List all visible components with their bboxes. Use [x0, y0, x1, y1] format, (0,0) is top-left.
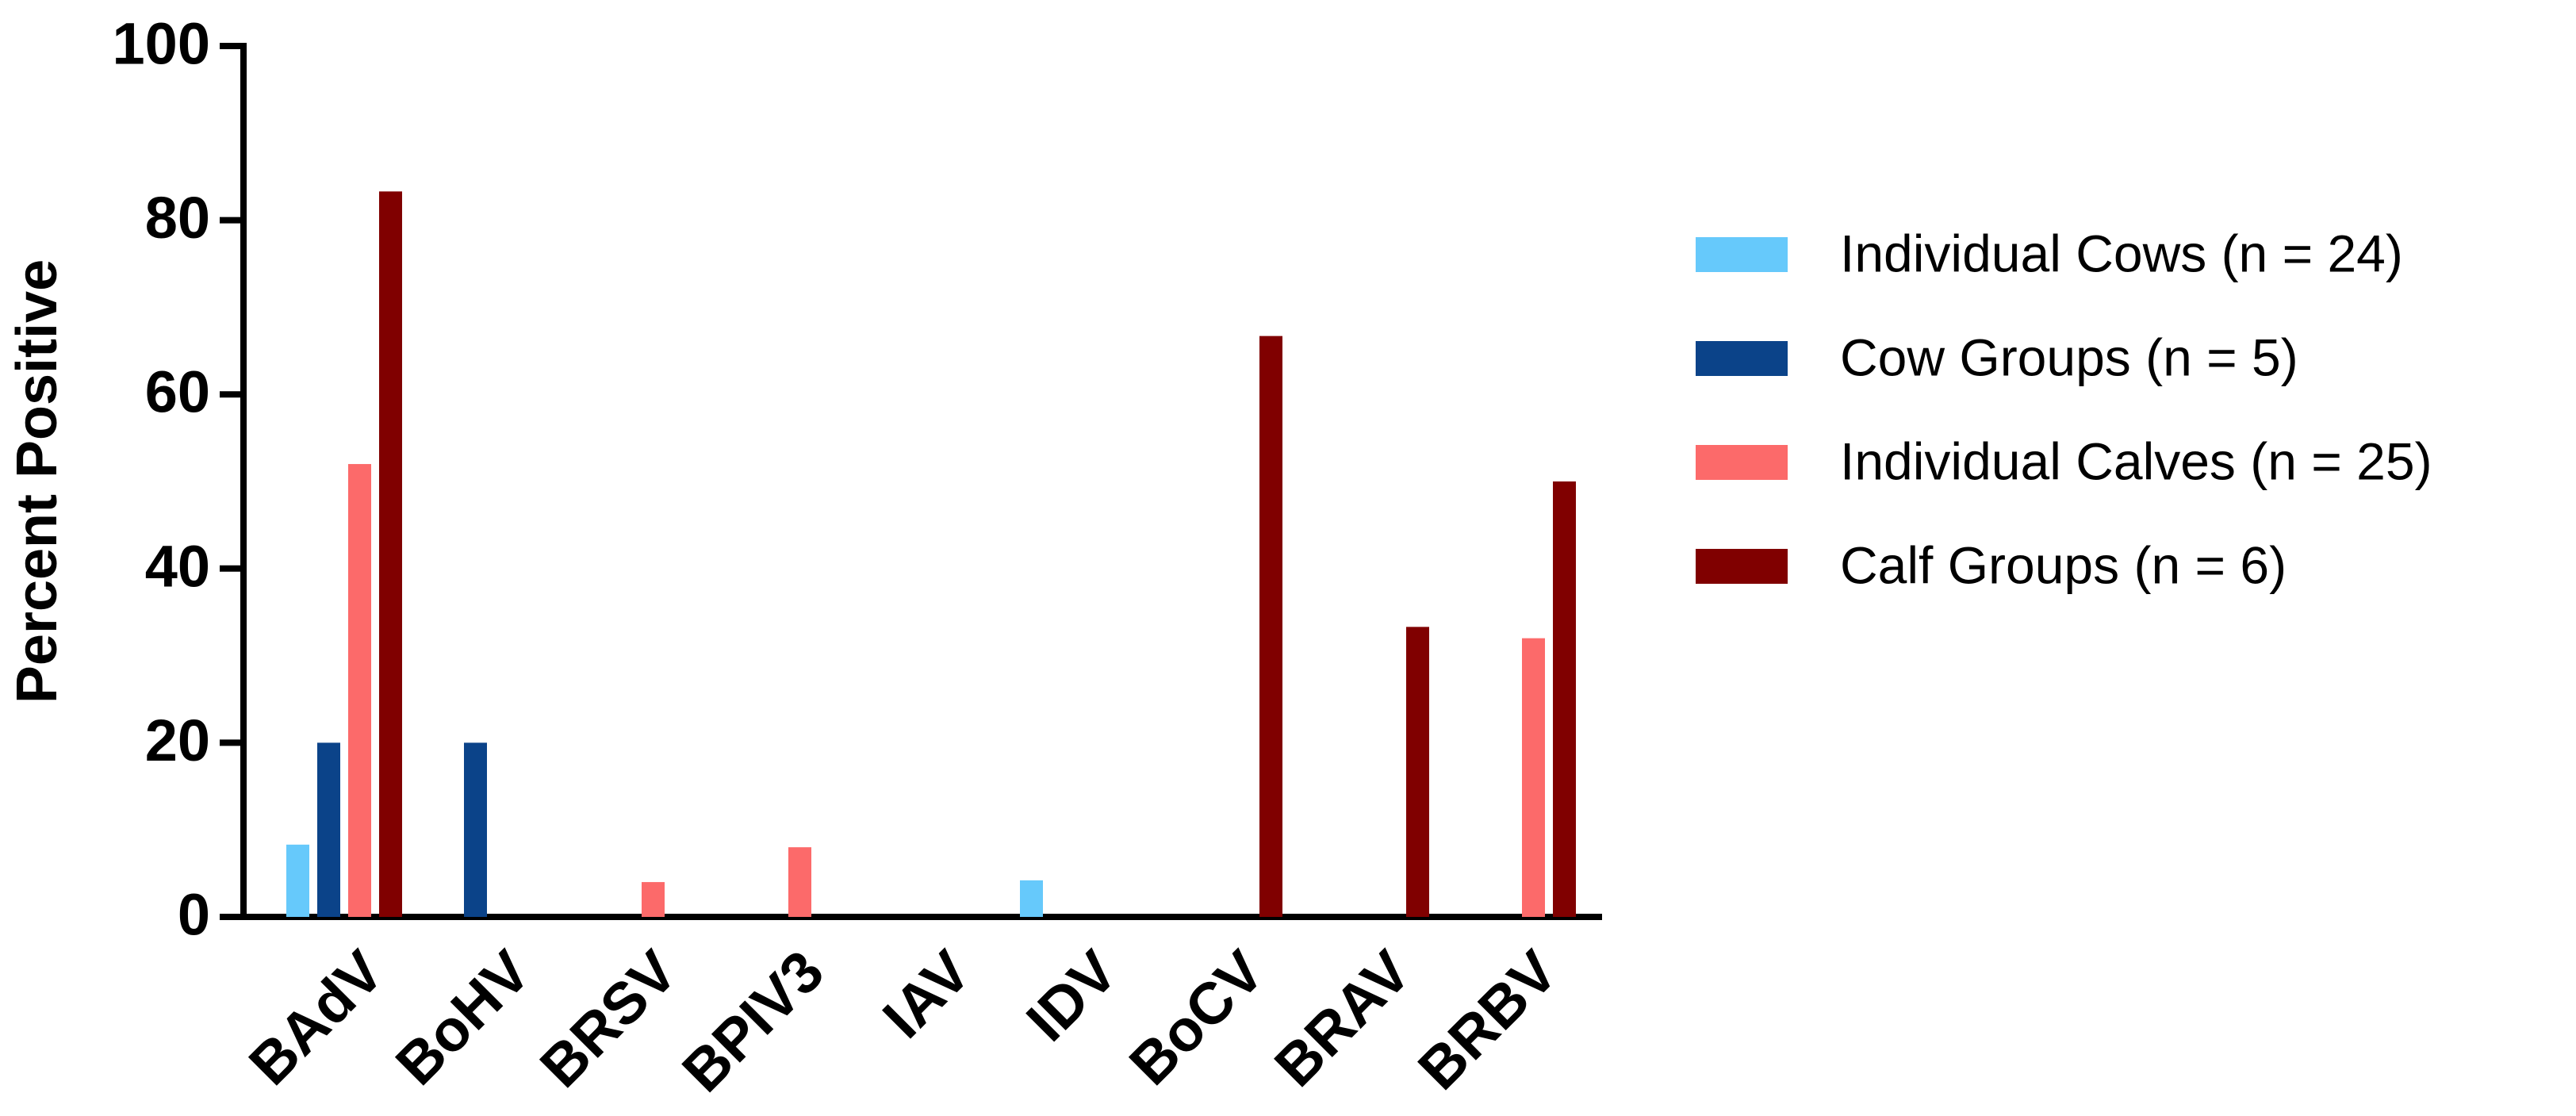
bar	[788, 847, 811, 917]
bar	[1522, 638, 1545, 917]
legend-label: Individual Calves (n = 25)	[1840, 431, 2432, 490]
x-tick-label: BPIV3	[669, 938, 836, 1104]
bar	[1020, 880, 1043, 917]
y-tick-label: 20	[145, 708, 210, 773]
bar	[348, 464, 371, 917]
bar	[464, 742, 487, 917]
bar	[1406, 627, 1429, 917]
bar	[642, 882, 665, 917]
y-tick-label: 60	[145, 359, 210, 425]
legend-label: Cow Groups (n = 5)	[1840, 328, 2298, 386]
y-tick-label: 80	[145, 185, 210, 251]
y-tick-label: 40	[145, 533, 210, 599]
x-tick-label: BRAV	[1262, 938, 1423, 1099]
bar	[379, 191, 402, 918]
x-tick-label: BRSV	[527, 938, 689, 1099]
legend-swatch	[1696, 341, 1788, 376]
legend-swatch	[1696, 549, 1788, 584]
y-tick-label: 100	[113, 11, 210, 77]
y-axis-title: Percent Positive	[6, 259, 69, 704]
bar	[286, 844, 309, 917]
x-tick-label: IDV	[1014, 938, 1129, 1053]
x-tick-label: IAV	[870, 938, 983, 1050]
legend-swatch	[1696, 237, 1788, 272]
legend-swatch	[1696, 445, 1788, 480]
bar	[317, 742, 340, 917]
bar	[1259, 336, 1282, 917]
x-tick-label: BAdV	[236, 938, 396, 1097]
x-tick-label: BoHV	[383, 938, 542, 1097]
x-tick-label: BoCV	[1117, 938, 1276, 1097]
legend-label: Calf Groups (n = 6)	[1840, 535, 2287, 594]
bar	[1553, 481, 1576, 917]
y-tick-label: 0	[178, 882, 210, 948]
x-tick-label: BRBV	[1405, 938, 1570, 1102]
legend-label: Individual Cows (n = 24)	[1840, 224, 2403, 282]
